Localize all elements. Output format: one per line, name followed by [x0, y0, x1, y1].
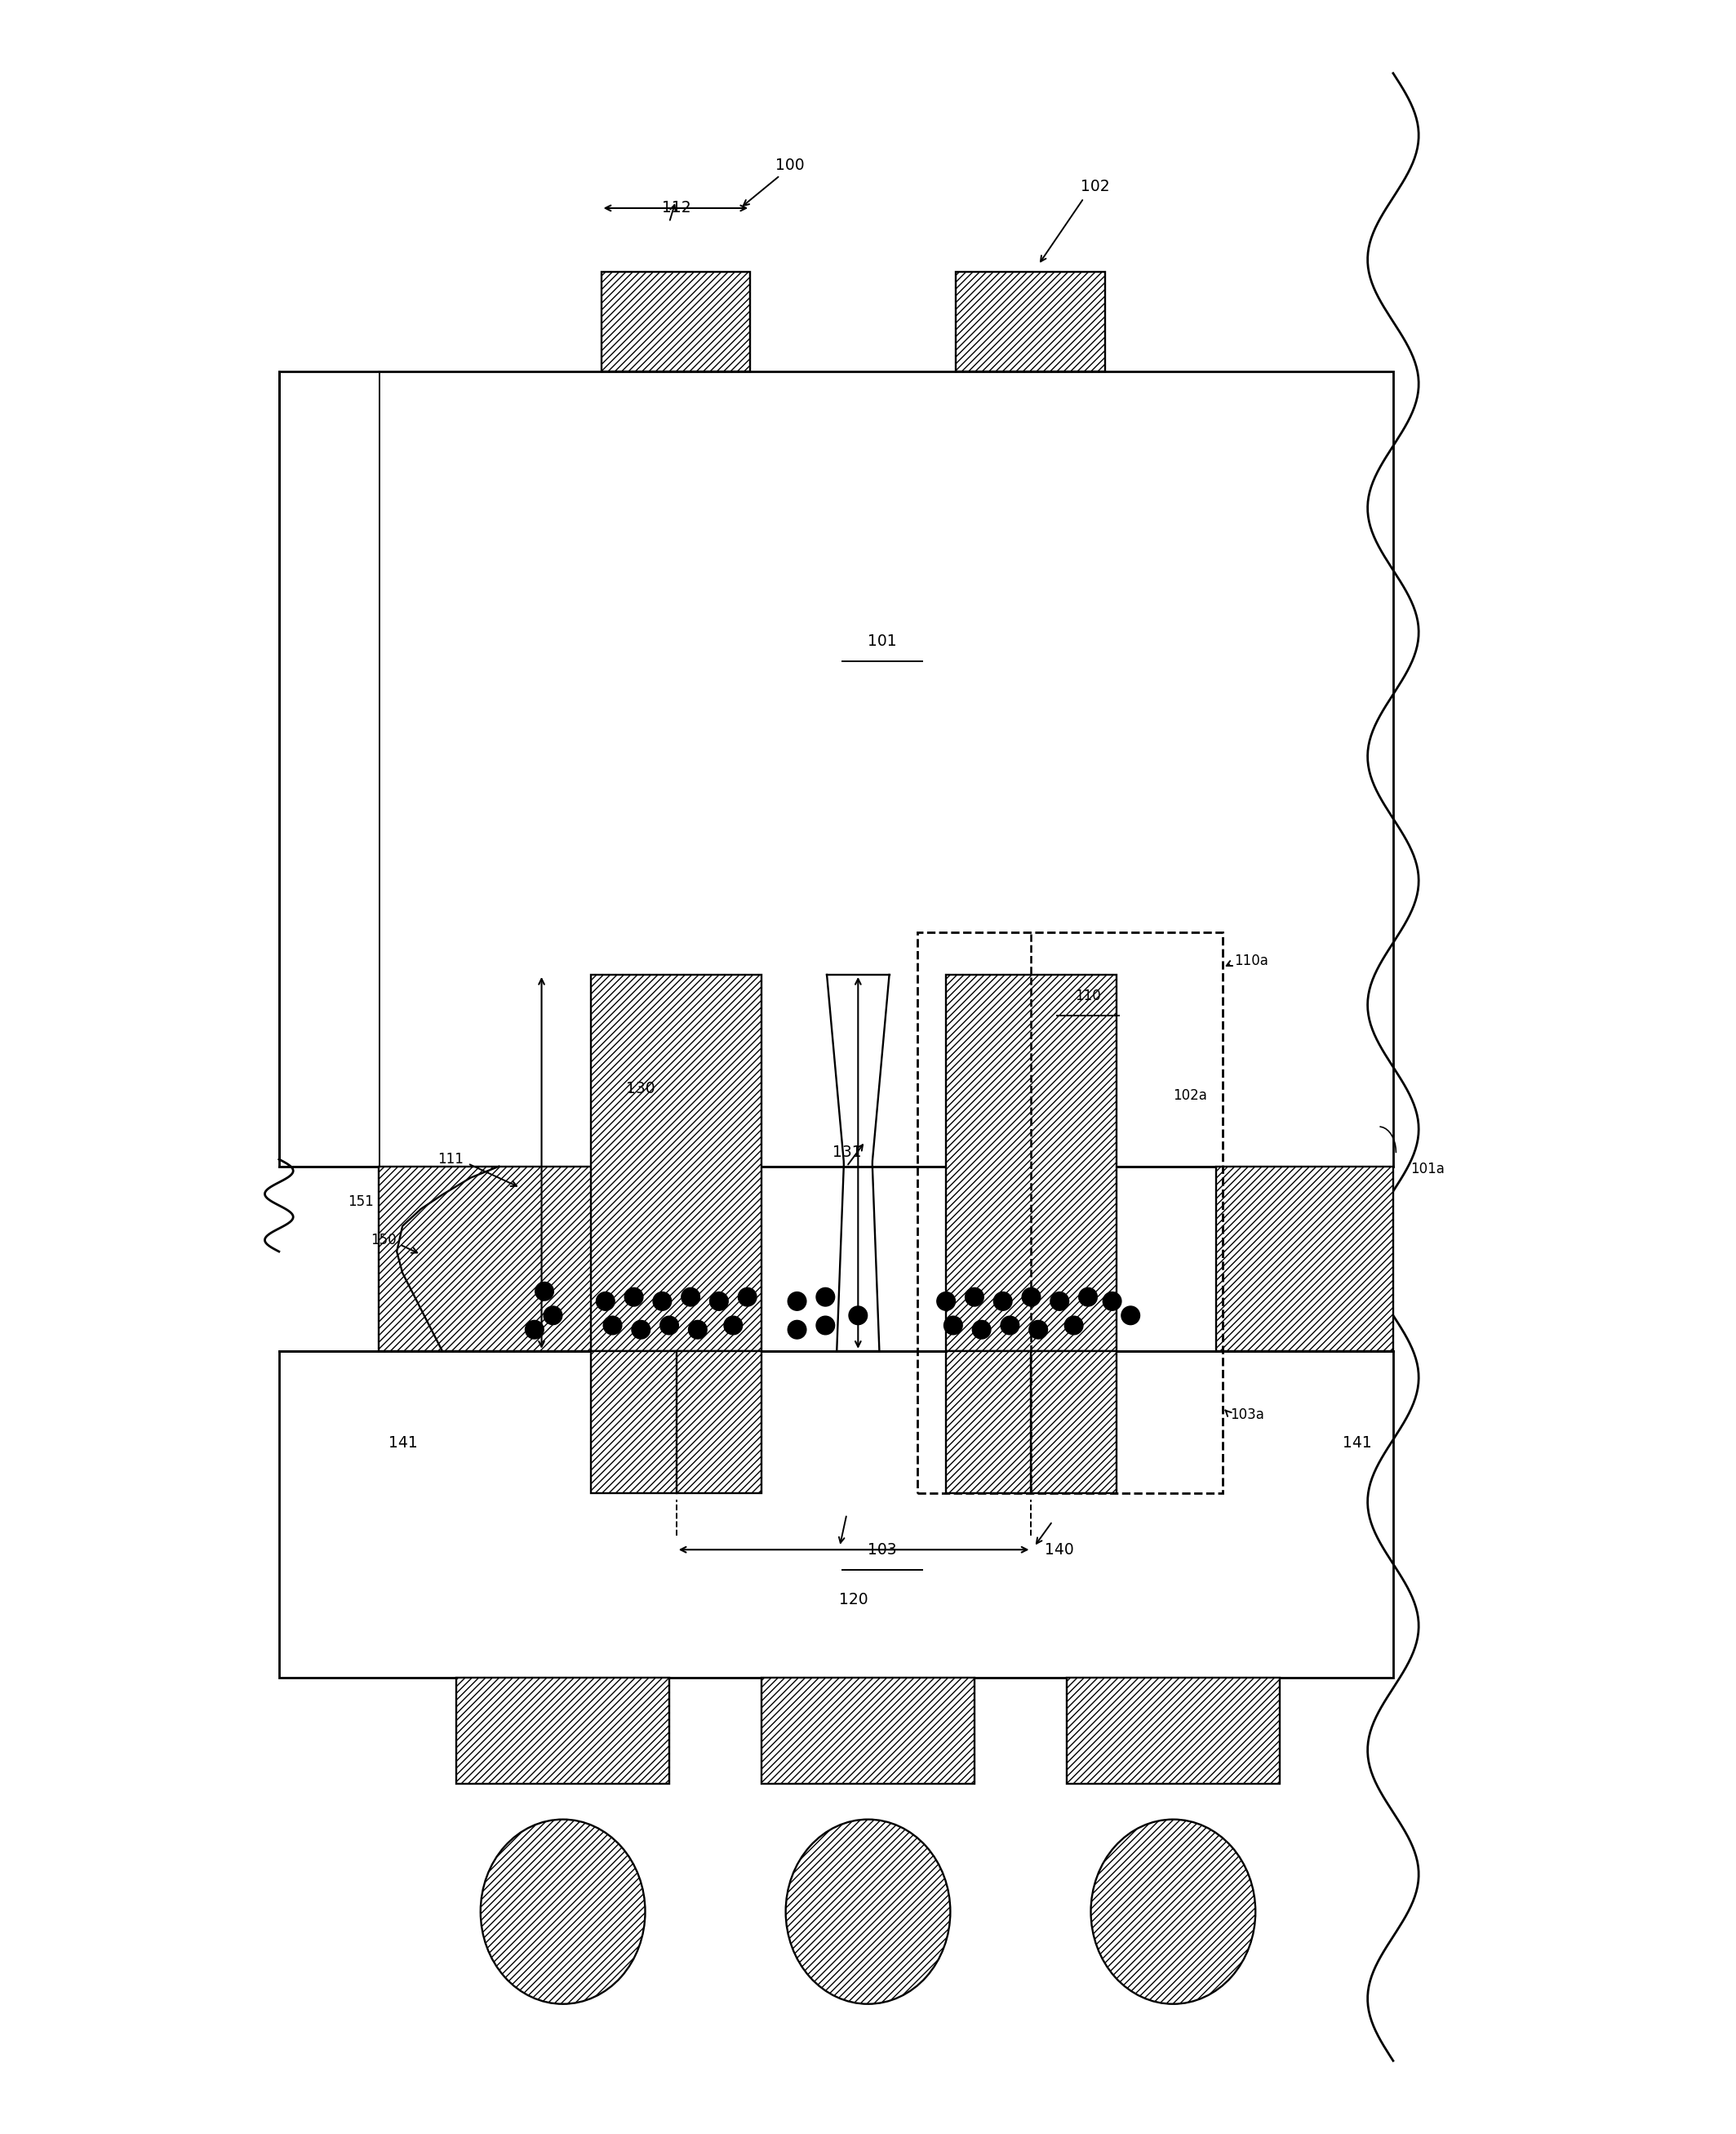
Circle shape: [965, 1287, 984, 1306]
Text: 101a: 101a: [1410, 1161, 1444, 1176]
Circle shape: [710, 1291, 727, 1310]
Circle shape: [788, 1291, 806, 1310]
Circle shape: [625, 1287, 642, 1306]
Text: 102a: 102a: [1174, 1088, 1207, 1103]
Text: 150: 150: [372, 1233, 398, 1248]
Circle shape: [1000, 1317, 1019, 1334]
Circle shape: [937, 1291, 955, 1310]
Circle shape: [993, 1291, 1012, 1310]
Circle shape: [660, 1317, 679, 1334]
Circle shape: [604, 1317, 621, 1334]
Bar: [279, 371, 378, 1167]
Circle shape: [944, 1317, 962, 1334]
Text: 111: 111: [437, 1152, 464, 1167]
Text: 140: 140: [1045, 1543, 1075, 1558]
Circle shape: [1023, 1287, 1040, 1306]
Circle shape: [1029, 1321, 1047, 1338]
Text: 102: 102: [1080, 179, 1109, 194]
Circle shape: [689, 1321, 707, 1338]
Circle shape: [738, 1287, 757, 1306]
Bar: [957, 271, 1106, 371]
Bar: [279, 1351, 1392, 1677]
Bar: [592, 1351, 762, 1494]
Ellipse shape: [786, 1820, 950, 2004]
Text: 141: 141: [389, 1436, 417, 1451]
Text: 130: 130: [627, 1080, 654, 1097]
Bar: [457, 1677, 670, 1784]
Circle shape: [1064, 1317, 1083, 1334]
Circle shape: [1050, 1291, 1069, 1310]
Ellipse shape: [481, 1820, 646, 2004]
Circle shape: [788, 1321, 806, 1338]
Ellipse shape: [1090, 1820, 1255, 2004]
Text: 103a: 103a: [1229, 1408, 1264, 1421]
Bar: [378, 1167, 634, 1351]
Circle shape: [653, 1291, 672, 1310]
Text: 120: 120: [838, 1592, 868, 1607]
Circle shape: [632, 1321, 651, 1338]
Text: 151: 151: [349, 1195, 373, 1210]
Text: 100: 100: [776, 158, 804, 173]
Circle shape: [1078, 1287, 1097, 1306]
Circle shape: [816, 1317, 835, 1334]
Circle shape: [526, 1321, 543, 1338]
Text: 131: 131: [832, 1144, 861, 1161]
Circle shape: [724, 1317, 743, 1334]
Bar: [946, 1351, 1116, 1494]
Circle shape: [1102, 1291, 1121, 1310]
Circle shape: [816, 1287, 835, 1306]
Circle shape: [972, 1321, 991, 1338]
Circle shape: [543, 1306, 562, 1325]
Text: 110a: 110a: [1234, 954, 1269, 969]
Bar: [601, 271, 750, 371]
Bar: [1066, 1677, 1279, 1784]
Circle shape: [595, 1291, 615, 1310]
Circle shape: [1121, 1306, 1141, 1325]
Bar: [762, 1677, 974, 1784]
Circle shape: [535, 1283, 554, 1300]
Text: 141: 141: [1342, 1436, 1371, 1451]
Bar: [918, 933, 1222, 1494]
Bar: [378, 371, 1392, 1167]
Text: 112: 112: [661, 201, 691, 216]
Bar: [592, 975, 762, 1351]
Text: 103: 103: [868, 1543, 898, 1558]
Text: 101: 101: [868, 634, 898, 649]
Text: 110: 110: [1075, 988, 1101, 1003]
Bar: [1215, 1167, 1392, 1351]
Bar: [946, 975, 1116, 1351]
Circle shape: [849, 1306, 868, 1325]
Circle shape: [681, 1287, 700, 1306]
